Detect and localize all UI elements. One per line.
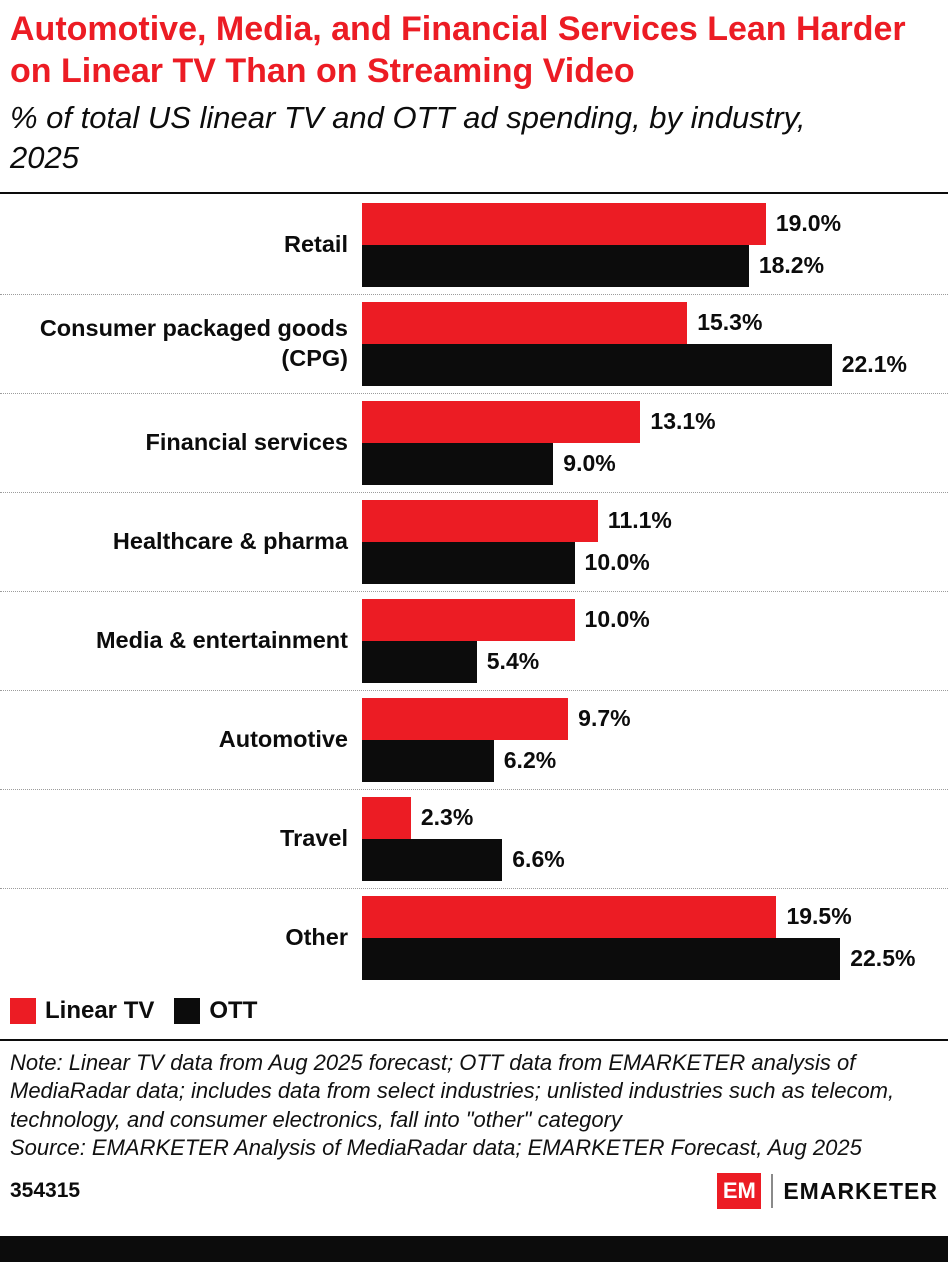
chart-row: Travel 2.3% 6.6% bbox=[0, 790, 948, 889]
bar-group: 13.1% 9.0% bbox=[362, 400, 938, 485]
chart-header: Automotive, Media, and Financial Service… bbox=[0, 6, 948, 178]
bar-value-label: 15.3% bbox=[697, 309, 763, 336]
legend-swatch-icon bbox=[10, 997, 36, 1024]
bar-value-label: 18.2% bbox=[758, 252, 825, 279]
chart-row: Consumer packaged goods (CPG) 15.3% 22.1% bbox=[0, 295, 948, 394]
legend-label: Linear TV bbox=[45, 996, 155, 1024]
bar-group: 9.7% 6.2% bbox=[362, 697, 938, 782]
chart-legend: Linear TV OTT bbox=[0, 987, 948, 1025]
bar-group: 11.1% 10.0% bbox=[362, 499, 938, 584]
bar-row: 5.4% bbox=[362, 640, 938, 683]
bar-linear-tv bbox=[362, 796, 411, 839]
bar-row: 13.1% bbox=[362, 400, 938, 443]
bar-row: 10.0% bbox=[362, 541, 938, 584]
bar-value-label: 11.1% bbox=[607, 507, 672, 534]
bar-value-label: 6.6% bbox=[512, 846, 565, 873]
bar-row: 2.3% bbox=[362, 796, 938, 839]
category-label: Healthcare & pharma bbox=[112, 527, 348, 554]
bar-value-label: 10.0% bbox=[584, 549, 650, 576]
bar-row: 19.0% bbox=[362, 202, 938, 245]
chart-row: Automotive 9.7% 6.2% bbox=[0, 691, 948, 790]
bar-linear-tv bbox=[362, 598, 575, 641]
bar-linear-tv bbox=[362, 895, 777, 938]
bar-linear-tv bbox=[362, 697, 569, 740]
chart-source: Source: EMARKETER Analysis of MediaRadar… bbox=[10, 1135, 862, 1161]
category-label: Consumer packaged goods (CPG) bbox=[39, 315, 348, 371]
bar-value-label: 10.0% bbox=[584, 606, 650, 633]
bar-linear-tv bbox=[362, 499, 598, 542]
legend-item: OTT bbox=[174, 997, 257, 1025]
bar-row: 10.0% bbox=[362, 598, 938, 641]
bar-value-label: 5.4% bbox=[486, 648, 540, 675]
bar-ott bbox=[362, 640, 477, 683]
bar-value-label: 22.1% bbox=[841, 351, 907, 378]
bar-group: 19.0% 18.2% bbox=[362, 202, 938, 287]
chart-id: 354315 bbox=[10, 1179, 81, 1203]
chart-subtitle: % of total US linear TV and OTT ad spend… bbox=[10, 100, 806, 175]
chart-row: Other 19.5% 22.5% bbox=[0, 889, 948, 987]
bar-group: 2.3% 6.6% bbox=[362, 796, 938, 881]
note-divider bbox=[0, 1038, 948, 1041]
bar-ott bbox=[362, 739, 494, 782]
bar-linear-tv bbox=[362, 202, 766, 245]
chart-row: Healthcare & pharma 11.1% 10.0% bbox=[0, 493, 948, 592]
bar-row: 9.7% bbox=[362, 697, 938, 740]
logo-divider-line bbox=[771, 1174, 774, 1209]
category-label: Financial services bbox=[145, 428, 348, 455]
bar-value-label: 6.2% bbox=[503, 747, 557, 774]
bar-ott bbox=[362, 442, 554, 485]
category-label: Travel bbox=[280, 824, 348, 851]
bar-chart: Retail 19.0% 18.2% Consumer packaged goods … bbox=[0, 196, 948, 987]
bar-row: 11.1% bbox=[362, 499, 938, 542]
bar-row: 22.5% bbox=[362, 937, 938, 980]
bar-value-label: 19.5% bbox=[786, 903, 852, 930]
bar-linear-tv bbox=[362, 400, 641, 443]
bar-group: 15.3% 22.1% bbox=[362, 301, 938, 386]
bar-group: 19.5% 22.5% bbox=[362, 895, 938, 980]
bar-ott bbox=[362, 244, 749, 287]
emarketer-wordmark: EMARKETER bbox=[783, 1177, 938, 1204]
bar-row: 6.6% bbox=[362, 838, 938, 881]
bar-row: 18.2% bbox=[362, 244, 938, 287]
category-label: Retail bbox=[284, 230, 348, 257]
bar-row: 22.1% bbox=[362, 343, 938, 386]
bar-row: 19.5% bbox=[362, 895, 938, 938]
chart-row: Financial services 13.1% 9.0% bbox=[0, 394, 948, 493]
bar-value-label: 13.1% bbox=[650, 408, 716, 435]
note-block: Note: Linear TV data from Aug 2025 forec… bbox=[0, 1041, 948, 1163]
bar-value-label: 9.7% bbox=[578, 705, 631, 732]
bar-ott bbox=[362, 343, 832, 386]
category-label: Media & entertainment bbox=[95, 626, 348, 653]
legend-label: OTT bbox=[209, 996, 258, 1024]
emarketer-logo: EM EMARKETER bbox=[717, 1173, 938, 1210]
bar-row: 9.0% bbox=[362, 442, 938, 485]
bar-value-label: 2.3% bbox=[420, 804, 474, 831]
bar-ott bbox=[362, 838, 503, 881]
bottom-bar bbox=[0, 1236, 948, 1262]
category-label: Automotive bbox=[218, 725, 348, 752]
chart-note: Note: Linear TV data from Aug 2025 forec… bbox=[10, 1049, 895, 1132]
chart-title: Automotive, Media, and Financial Service… bbox=[10, 10, 906, 91]
emarketer-logo-icon: EM bbox=[717, 1173, 762, 1210]
chart-row: Media & entertainment 10.0% 5.4% bbox=[0, 592, 948, 691]
bar-row: 15.3% bbox=[362, 301, 938, 344]
bar-ott bbox=[362, 937, 841, 980]
category-label: Other bbox=[285, 923, 348, 950]
header-divider bbox=[0, 191, 948, 194]
chart-row: Retail 19.0% 18.2% bbox=[0, 196, 948, 295]
legend-item: Linear TV bbox=[10, 997, 154, 1025]
bar-value-label: 9.0% bbox=[563, 450, 616, 477]
bar-value-label: 22.5% bbox=[850, 945, 916, 972]
bar-ott bbox=[362, 541, 575, 584]
chart-footer: 354315 EM EMARKETER bbox=[0, 1163, 948, 1215]
bar-value-label: 19.0% bbox=[775, 210, 842, 237]
legend-swatch-icon bbox=[174, 997, 201, 1024]
bar-group: 10.0% 5.4% bbox=[362, 598, 938, 683]
bar-linear-tv bbox=[362, 301, 688, 344]
bar-row: 6.2% bbox=[362, 739, 938, 782]
